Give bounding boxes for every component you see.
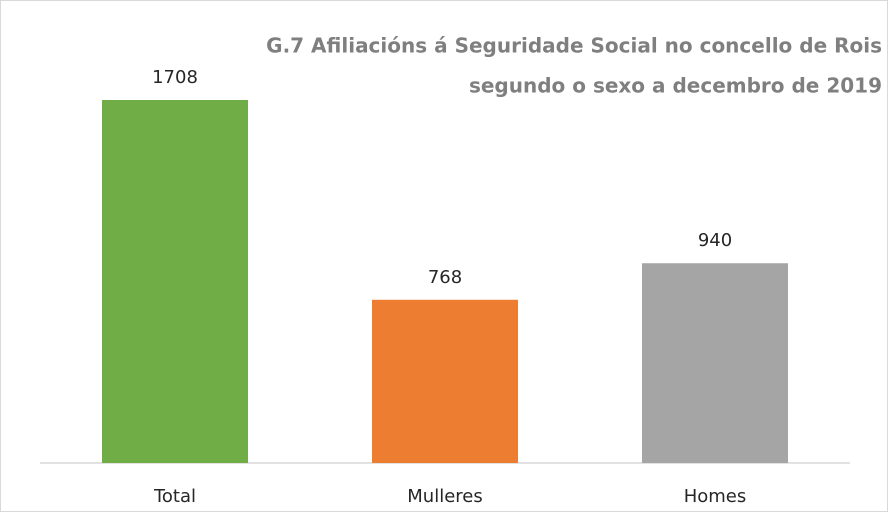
value-label: 768: [428, 267, 462, 288]
value-label: 940: [698, 230, 732, 251]
x-tick-label: Total: [153, 486, 196, 507]
bar: [102, 100, 248, 463]
chart-title: segundo o sexo a decembro de 2019: [469, 74, 882, 98]
bar: [372, 299, 518, 463]
x-tick-label: Homes: [684, 486, 747, 507]
value-label: 1708: [152, 67, 198, 88]
bar: [642, 263, 788, 463]
chart-title: G.7 Afiliacións á Seguridade Social no c…: [266, 34, 882, 58]
x-tick-label: Mulleres: [407, 486, 482, 507]
